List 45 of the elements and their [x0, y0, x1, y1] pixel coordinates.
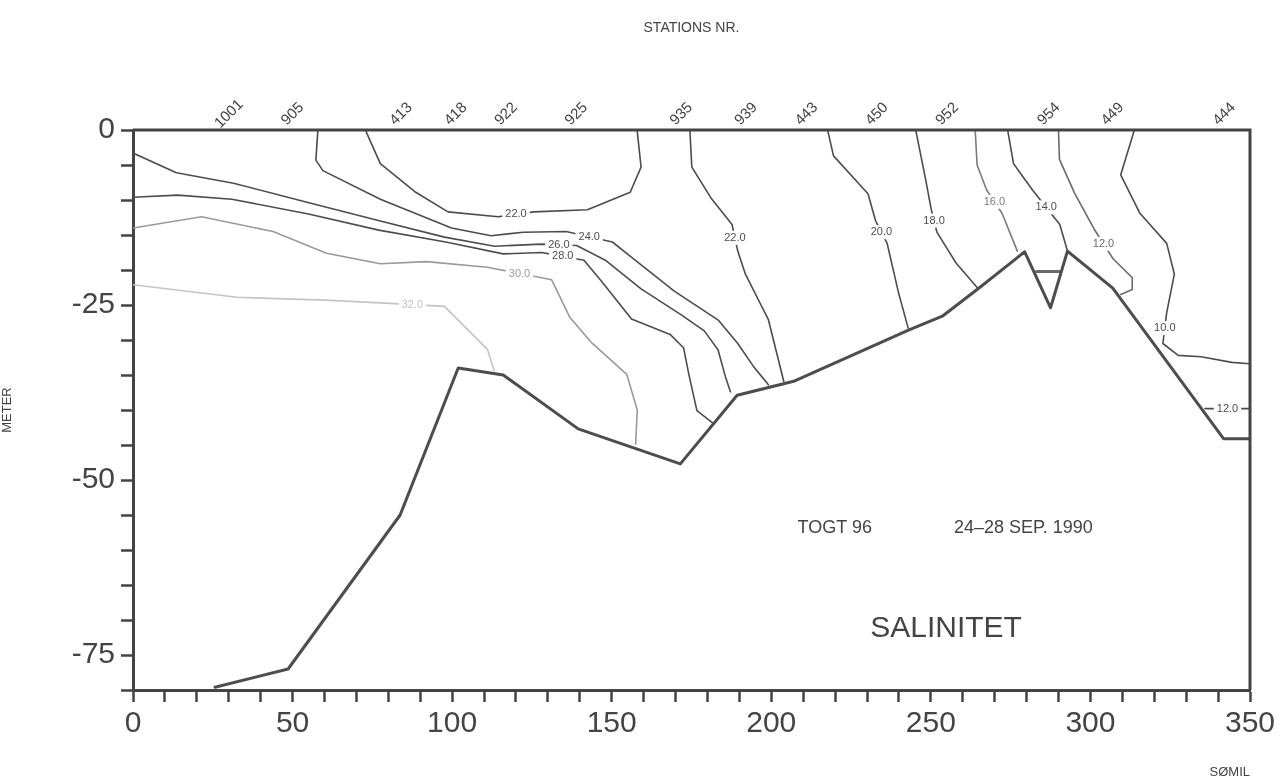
series-label: 12.0 [1216, 401, 1239, 414]
annotation: 24–28 SEP. 1990 [953, 516, 1093, 537]
series-label: 20.0 [870, 225, 893, 238]
x-tick-label: 200 [746, 705, 797, 739]
x-tick-label: 250 [905, 705, 956, 739]
series-label: 14.0 [1035, 200, 1057, 213]
x2-axis-title: STATIONS NR. [643, 18, 740, 35]
text: 954 [1033, 98, 1063, 128]
y-tick-label: -25 [71, 286, 115, 320]
text: 444 [1208, 98, 1239, 128]
series-label: 22.0 [724, 230, 746, 243]
x-tick-label: 50 [275, 705, 310, 739]
series-label: 30.0 [508, 266, 531, 279]
text: 450 [861, 98, 891, 128]
series-label: 28.0 [552, 249, 574, 262]
series-label: 18.0 [923, 213, 945, 226]
series-label: 24.0 [578, 229, 600, 242]
y-tick-label: 0 [98, 111, 115, 145]
text: 935 [665, 98, 696, 128]
x-tick-label: 150 [586, 705, 637, 739]
text: 418 [439, 98, 470, 128]
annotation: SALINITET [870, 609, 1022, 643]
text: 922 [490, 98, 520, 128]
series-label: 12.0 [1092, 236, 1115, 249]
x-axis-title: SØMIL [1209, 763, 1250, 779]
text: 443 [790, 98, 821, 128]
x-tick-label: 300 [1065, 705, 1116, 739]
y-axis-title: METER [0, 387, 15, 433]
y-tick-label: -75 [71, 636, 115, 670]
series-label: 26.0 [548, 237, 570, 250]
text: 413 [385, 98, 415, 128]
text: 939 [730, 98, 761, 128]
text: 952 [931, 98, 962, 128]
text: 449 [1096, 98, 1127, 128]
x-tick-label: 350 [1224, 705, 1276, 739]
x-tick-label: 100 [427, 705, 478, 739]
y-tick-label: -50 [71, 461, 115, 495]
series-label: 32.0 [401, 297, 424, 310]
annotation: TOGT 96 [797, 516, 872, 537]
series-label: 10.0 [1154, 321, 1176, 334]
series-label: 16.0 [983, 194, 1006, 207]
text: 925 [560, 98, 591, 128]
series-label: 22.0 [505, 207, 527, 220]
x-tick-label: 0 [124, 705, 142, 739]
text: 905 [276, 98, 307, 128]
